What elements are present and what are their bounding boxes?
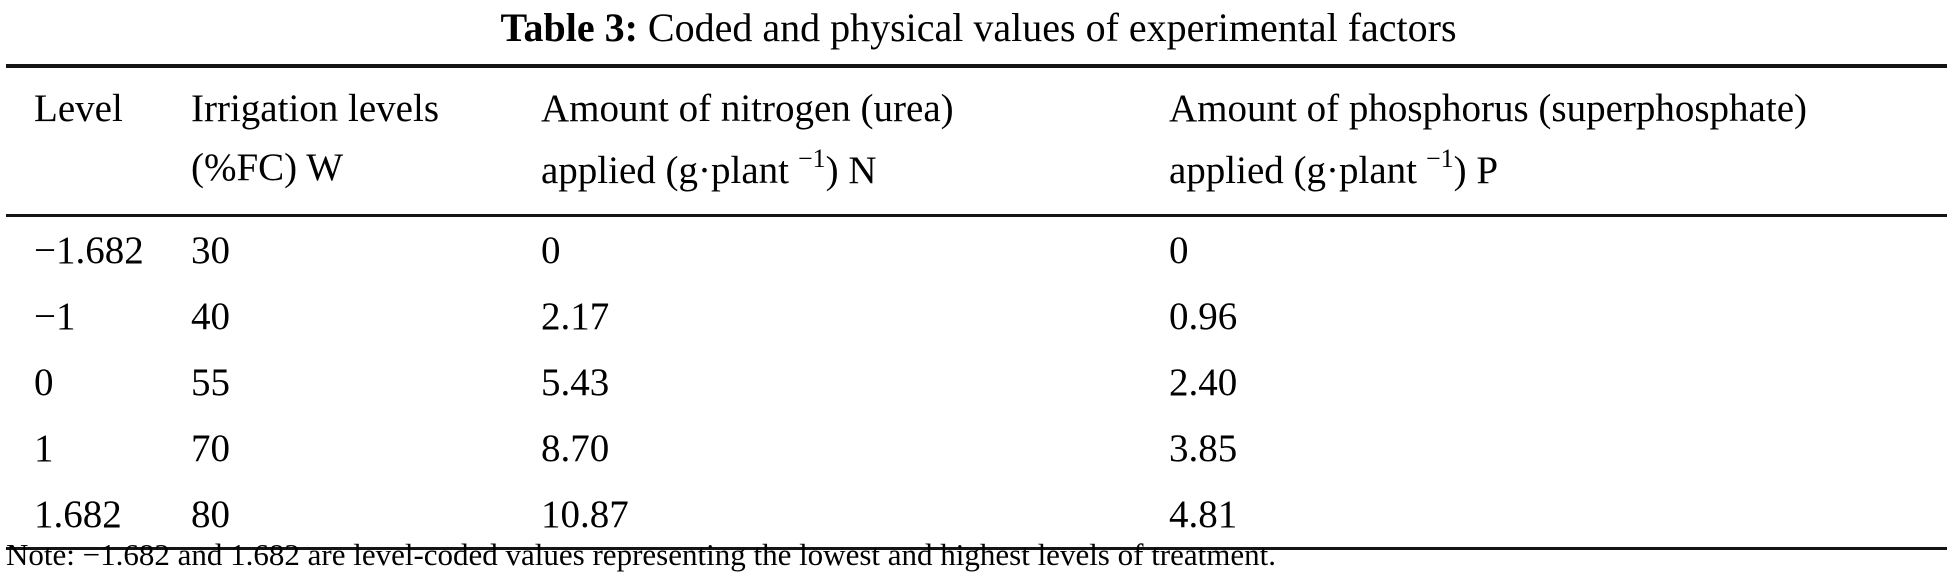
header-row: Level Irrigation levels (%FC) W Amount o… [6, 66, 1947, 217]
table-cell-irrigation: 30 [191, 228, 230, 272]
header-nitrogen-line2-post: ) N [825, 148, 877, 192]
header-phosphorus-line2-post: ) P [1453, 148, 1499, 192]
column-header-nitrogen: Amount of nitrogen (urea) applied (g·pla… [513, 66, 1141, 217]
table-cell-nitrogen: 2.17 [541, 294, 610, 338]
table-cell-phosphorus: 2.40 [1169, 360, 1238, 404]
table-cell-irrigation: 80 [191, 492, 230, 536]
table-cell-nitrogen: 0 [541, 228, 561, 272]
table-cell-irrigation: 70 [191, 426, 230, 470]
column-header-irrigation: Irrigation levels (%FC) W [163, 66, 513, 217]
column-header-phosphorus: Amount of phosphorus (superphosphate) ap… [1141, 66, 1947, 217]
table-caption-label: Table 3: [500, 5, 638, 50]
table-cell-level: 1.682 [34, 492, 122, 536]
header-level-line1: Level [34, 87, 123, 130]
table-caption: Table 3: Coded and physical values of exp… [0, 2, 1957, 54]
table-note: Note: −1.682 and 1.682 are level-coded v… [6, 537, 1277, 572]
table-row: 0 55 5.43 2.40 [6, 349, 1947, 415]
header-irrigation-line1: Irrigation levels [191, 87, 439, 130]
table-cell-irrigation: 40 [191, 294, 230, 338]
header-phosphorus-line1: Amount of phosphorus (superphosphate) [1169, 87, 1807, 130]
header-nitrogen-line2-pre: applied (g·plant [541, 148, 789, 192]
table-cell-level: 0 [34, 360, 54, 404]
table-row: 1.682 80 10.87 4.81 [6, 481, 1947, 549]
table-cell-phosphorus: 3.85 [1169, 426, 1238, 470]
table-cell-nitrogen: 8.70 [541, 426, 610, 470]
header-phosphorus-line2-pre: applied (g·plant [1169, 148, 1417, 192]
table-cell-level: 1 [34, 426, 54, 470]
column-header-level: Level [6, 66, 163, 217]
table-cell-nitrogen: 5.43 [541, 360, 610, 404]
header-nitrogen-superscript: −1 [798, 143, 826, 173]
table-cell-phosphorus: 0 [1169, 228, 1189, 272]
table-cell-phosphorus: 4.81 [1169, 492, 1238, 536]
table-cell-phosphorus: 0.96 [1169, 294, 1238, 338]
table-row: −1 40 2.17 0.96 [6, 283, 1947, 349]
table-caption-text: Coded and physical values of experimenta… [647, 5, 1457, 50]
table-row: 1 70 8.70 3.85 [6, 415, 1947, 481]
factors-table: Level Irrigation levels (%FC) W Amount o… [6, 64, 1947, 550]
table-row: −1.682 30 0 0 [6, 216, 1947, 284]
table-cell-nitrogen: 10.87 [541, 492, 629, 536]
table-cell-irrigation: 55 [191, 360, 230, 404]
header-irrigation-line2: (%FC) W [191, 145, 344, 189]
table-cell-level: −1.682 [34, 228, 144, 272]
header-nitrogen-line1: Amount of nitrogen (urea) [541, 87, 954, 130]
table-cell-level: −1 [34, 294, 76, 338]
header-phosphorus-superscript: −1 [1426, 143, 1454, 173]
factors-table-wrap: Level Irrigation levels (%FC) W Amount o… [6, 64, 1947, 550]
